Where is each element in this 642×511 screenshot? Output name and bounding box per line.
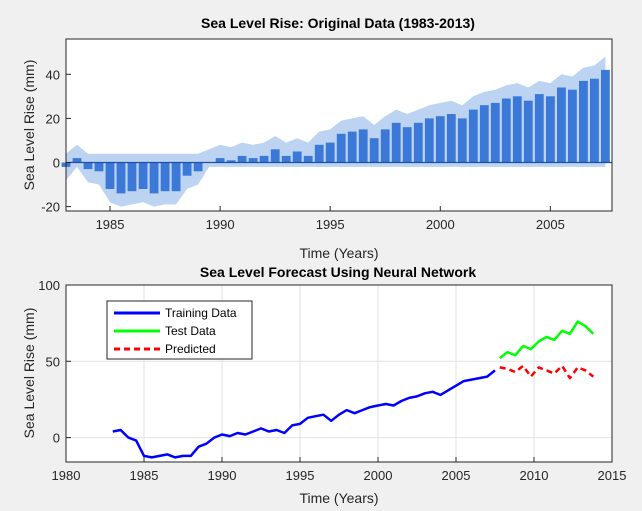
bar (347, 131, 357, 163)
bottom-chart-xlabel: Time (Years) (299, 490, 378, 506)
bar (358, 129, 368, 163)
training-data-line (112, 369, 496, 459)
x-tick-label: 2000 (364, 468, 393, 483)
x-tick-label: 2005 (442, 468, 471, 483)
bar (435, 116, 445, 163)
bar (501, 98, 511, 163)
bar (314, 144, 324, 163)
bar (259, 155, 269, 163)
bar (391, 122, 401, 163)
bar (413, 122, 423, 163)
legend-label-predicted: Predicted (165, 342, 216, 356)
bar (546, 96, 555, 163)
bar (534, 94, 544, 163)
top-chart-marks (61, 56, 612, 207)
bar (237, 155, 247, 163)
bar (523, 100, 533, 163)
bar (270, 149, 280, 163)
top-chart-xlabel: Time (Years) (299, 245, 378, 261)
bar (402, 127, 412, 163)
test-data-line (498, 320, 595, 360)
bar (116, 162, 126, 194)
bar (468, 109, 478, 163)
bar (138, 162, 148, 189)
x-tick-label: 1995 (316, 217, 345, 232)
bar (325, 142, 335, 163)
legend-label-training: Training Data (165, 306, 237, 320)
legend-label-test: Test Data (165, 324, 216, 338)
bar (303, 155, 313, 163)
x-tick-label: 1985 (96, 217, 125, 232)
bar (226, 160, 236, 163)
bar (579, 80, 588, 163)
y-tick-label: 50 (46, 354, 60, 369)
bar (248, 158, 258, 163)
x-tick-label: 2010 (520, 468, 549, 483)
x-tick-label: 2005 (536, 217, 565, 232)
bar (72, 158, 82, 163)
bar (369, 138, 379, 163)
x-tick-label: 1990 (208, 468, 237, 483)
bottom-chart-axes: 1980 1985 1990 1995 2000 2005 2010 2015 0 50 100 (38, 278, 626, 483)
top-chart-ylabel: Sea Level Rise (mm) (21, 60, 37, 191)
top-chart-axes: 1985 1990 1995 2000 2005 -20 0 20 40 (41, 67, 565, 232)
bar (94, 162, 104, 172)
bar (590, 78, 599, 163)
y-tick-label: 0 (53, 155, 60, 170)
y-tick-label: 100 (38, 278, 60, 293)
top-chart: Sea Level Rise: Original Data (1983-2013… (21, 15, 613, 261)
bar (568, 89, 577, 163)
bar (215, 158, 225, 163)
legend: Training Data Test Data Predicted (106, 300, 253, 360)
bar (336, 133, 346, 163)
bar (193, 162, 203, 172)
bar (160, 162, 170, 192)
y-tick-label: 20 (46, 111, 60, 126)
bar (601, 69, 610, 163)
bar (281, 155, 291, 163)
bar (127, 162, 137, 192)
bottom-chart-marks (112, 320, 595, 459)
bar (105, 162, 115, 189)
bar (83, 162, 93, 170)
bar (479, 105, 489, 163)
x-tick-label: 1995 (286, 468, 315, 483)
top-chart-title: Sea Level Rise: Original Data (1983-2013… (201, 15, 475, 31)
bar (292, 151, 302, 163)
bar (149, 162, 159, 194)
bar (182, 162, 192, 176)
bar (446, 114, 456, 163)
bar (424, 118, 434, 163)
y-tick-label: 40 (46, 67, 60, 82)
y-tick-label: -20 (41, 200, 60, 215)
x-tick-label: 2000 (426, 217, 455, 232)
x-tick-label: 1985 (130, 468, 159, 483)
bar (490, 102, 500, 163)
bar (512, 96, 522, 163)
bar (557, 87, 566, 163)
x-tick-label: 2015 (598, 468, 627, 483)
bottom-plot-frame (65, 284, 613, 463)
bar (457, 118, 467, 163)
x-tick-label: 1980 (52, 468, 81, 483)
bar (171, 162, 181, 192)
y-tick-label: 0 (53, 431, 60, 446)
top-plot-frame (65, 38, 613, 212)
x-tick-label: 1990 (206, 217, 235, 232)
bar (380, 129, 390, 163)
bottom-chart: Sea Level Forecast Using Neural Network … (21, 264, 626, 506)
bottom-chart-ylabel: Sea Level Rise (mm) (21, 308, 37, 439)
bottom-chart-title: Sea Level Forecast Using Neural Network (200, 264, 476, 280)
